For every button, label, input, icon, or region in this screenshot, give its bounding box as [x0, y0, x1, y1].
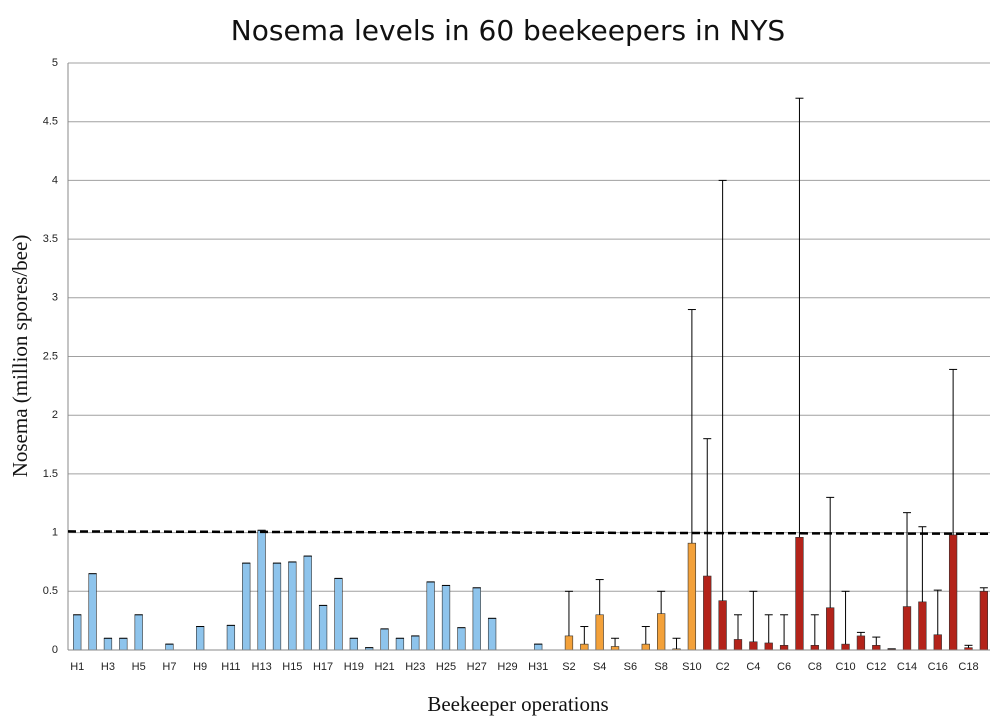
bar: [657, 613, 666, 651]
bar: [318, 605, 328, 651]
x-tick-label: H29: [497, 661, 517, 673]
x-tick-label: C14: [897, 661, 917, 673]
bar: [703, 575, 712, 651]
x-tick-label: C6: [777, 661, 791, 673]
bar: [749, 641, 758, 651]
x-tick-label: H31: [528, 661, 548, 673]
x-tick-label: H15: [282, 661, 302, 673]
x-tick-label: S8: [654, 661, 667, 673]
y-tick-label: 2: [52, 409, 58, 421]
bar: [334, 578, 343, 651]
bar: [918, 601, 927, 651]
bar: [196, 626, 205, 651]
bar: [472, 587, 481, 651]
x-tick-label: H19: [344, 661, 364, 673]
bar: [902, 606, 912, 651]
reference-line: [67, 530, 989, 536]
bar: [242, 562, 251, 651]
x-tick-label: H5: [132, 661, 146, 673]
x-tick-label: H1: [70, 661, 84, 673]
x-tick-label: C16: [928, 661, 948, 673]
x-tick-label: H13: [252, 661, 272, 673]
x-tick-label: H25: [436, 661, 456, 673]
x-tick-label: C4: [746, 661, 760, 673]
bar: [718, 600, 727, 651]
x-tick-label: H27: [467, 661, 487, 673]
bar: [564, 635, 574, 651]
bar: [687, 542, 697, 651]
bar: [395, 637, 405, 651]
bar: [487, 618, 497, 651]
bar: [810, 645, 819, 651]
bar: [303, 555, 312, 651]
bar: [948, 534, 958, 651]
bar: [872, 645, 881, 651]
y-tick-label: 0.5: [43, 585, 58, 597]
bar: [226, 625, 236, 651]
y-tick-label: 4.5: [43, 116, 58, 128]
x-tick-label: C10: [835, 661, 855, 673]
y-tick-label: 1.5: [43, 468, 58, 480]
bar: [979, 590, 988, 651]
x-tick-label: S6: [624, 661, 637, 673]
bar: [411, 635, 420, 651]
x-tick-label: H17: [313, 661, 333, 673]
bar: [165, 643, 174, 651]
y-tick-label: 3.5: [43, 233, 58, 245]
y-tick-label: 5: [52, 57, 58, 69]
bar: [88, 573, 97, 651]
bar: [288, 561, 297, 651]
bar: [534, 643, 543, 651]
chart-title: Nosema levels in 60 beekeepers in NYS: [231, 14, 785, 47]
x-tick-label: H21: [374, 661, 394, 673]
bar: [257, 529, 266, 651]
y-tick-label: 0: [52, 644, 58, 656]
x-tick-label: H23: [405, 661, 425, 673]
x-tick-label: H3: [101, 661, 115, 673]
bar: [73, 614, 82, 651]
bar: [826, 607, 835, 651]
y-tick-label: 1: [52, 527, 58, 539]
bar: [841, 643, 850, 651]
x-tick-label: C12: [866, 661, 886, 673]
bar: [779, 645, 789, 651]
bar: [764, 642, 773, 651]
bar: [580, 643, 589, 651]
y-tick-label: 4: [52, 174, 58, 186]
bar: [272, 562, 282, 651]
bar: [733, 639, 743, 651]
x-tick-label: S10: [682, 661, 702, 673]
x-tick-label: C2: [716, 661, 730, 673]
bar: [380, 628, 389, 651]
x-tick-label: C18: [958, 661, 978, 673]
x-tick-label: H7: [162, 661, 176, 673]
bar: [595, 614, 604, 651]
bar: [457, 627, 466, 651]
bar: [349, 637, 358, 651]
bar: [610, 646, 620, 651]
bar: [119, 637, 128, 651]
bar: [641, 643, 650, 651]
bar: [441, 585, 451, 651]
x-tick-label: H11: [221, 661, 240, 673]
bar: [795, 536, 804, 651]
bar: [134, 614, 143, 651]
bar: [103, 637, 113, 651]
x-tick-label: C8: [808, 661, 822, 673]
x-tick-label: S2: [562, 661, 575, 673]
x-axis-label: Beekeeper operations: [427, 692, 608, 716]
y-axis-label: Nosema (million spores/bee): [8, 235, 32, 478]
x-tick-label: S4: [593, 661, 606, 673]
bar: [426, 581, 435, 651]
bar: [856, 635, 866, 651]
y-tick-label: 3: [52, 292, 58, 304]
y-tick-label: 2.5: [43, 350, 58, 362]
bar: [933, 634, 942, 651]
x-tick-label: H9: [193, 661, 207, 673]
